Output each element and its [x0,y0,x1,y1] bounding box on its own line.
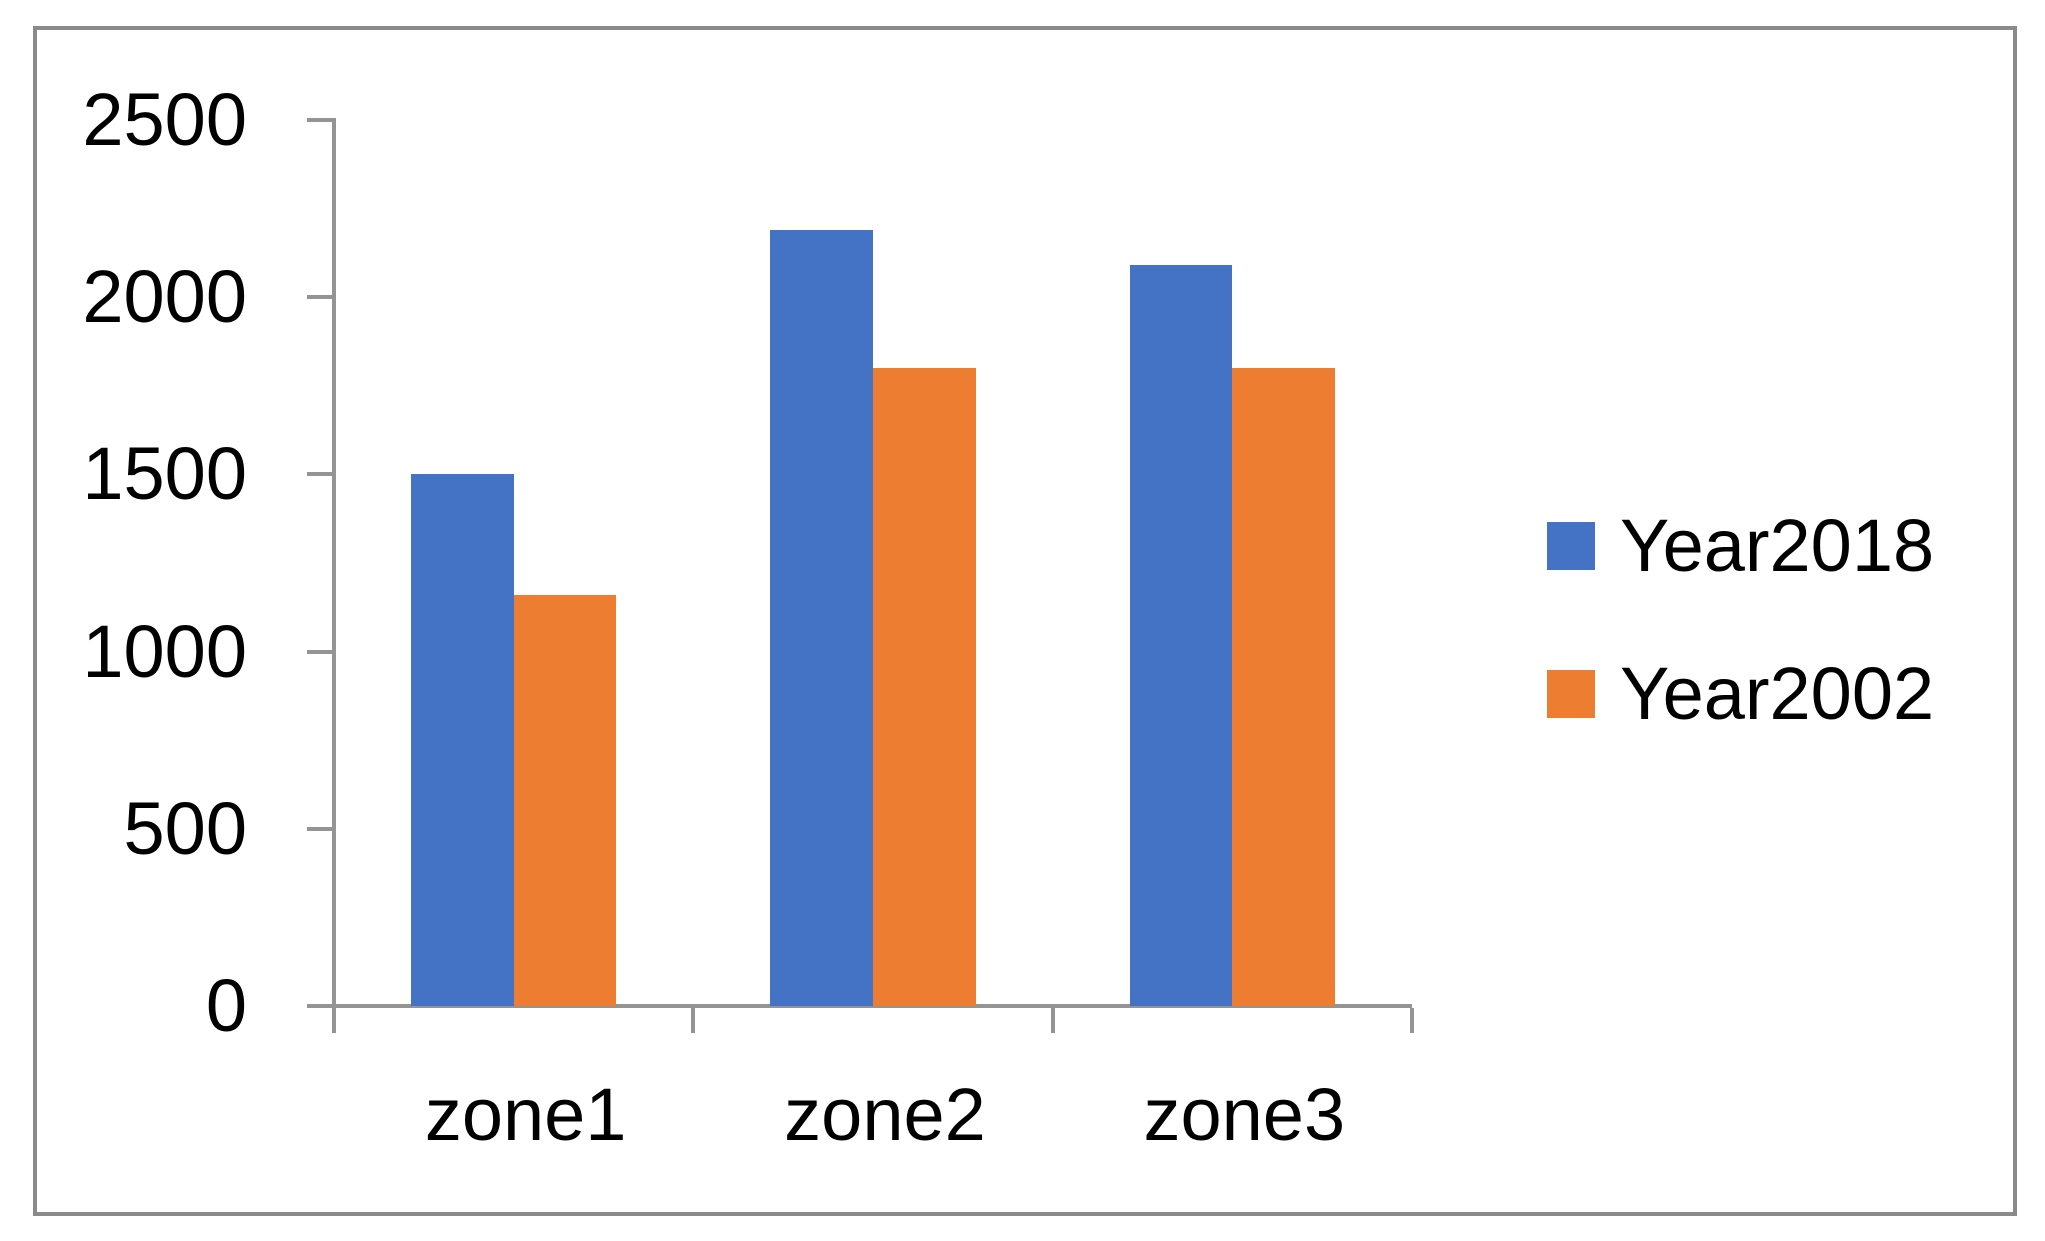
x-axis-line [332,1004,1412,1008]
legend-item-year2018: Year2018 [1547,509,1934,583]
y-tick [307,472,332,477]
legend-item-year2002: Year2002 [1547,657,1934,731]
y-tick [307,1004,332,1008]
bar-year2002-zone3 [1232,368,1335,1006]
legend-label-year2018: Year2018 [1620,504,1935,587]
y-tick-label: 1000 [82,609,247,693]
legend-swatch-year2002 [1547,670,1595,718]
y-tick [307,295,332,300]
y-tick-label: 1500 [82,432,247,516]
y-tick [307,118,332,122]
y-tick [307,826,332,831]
x-tick [1410,1008,1414,1033]
bar-year2018-zone3 [1129,265,1233,1006]
y-axis-line [332,118,336,1008]
x-category-label-zone1: zone1 [424,1073,627,1156]
y-tick-label: 2500 [82,78,247,161]
y-tick-label: 2000 [82,255,247,339]
x-tick [332,1008,336,1033]
x-category-label-zone2: zone2 [784,1073,986,1156]
bar-year2002-zone2 [873,368,976,1006]
x-tick [691,1008,696,1033]
legend-swatch-year2018 [1547,522,1595,570]
legend-label-year2002: Year2002 [1620,652,1935,735]
y-tick-label: 500 [123,786,247,870]
bar-year2002-zone1 [513,594,617,1006]
y-tick-label: 0 [205,964,247,1047]
x-category-label-zone3: zone3 [1143,1073,1346,1156]
chart-border-frame [33,26,2017,1216]
y-tick [307,649,332,654]
bar-year2018-zone2 [770,229,873,1006]
x-tick [1050,1008,1055,1033]
bar-year2018-zone1 [411,474,514,1006]
